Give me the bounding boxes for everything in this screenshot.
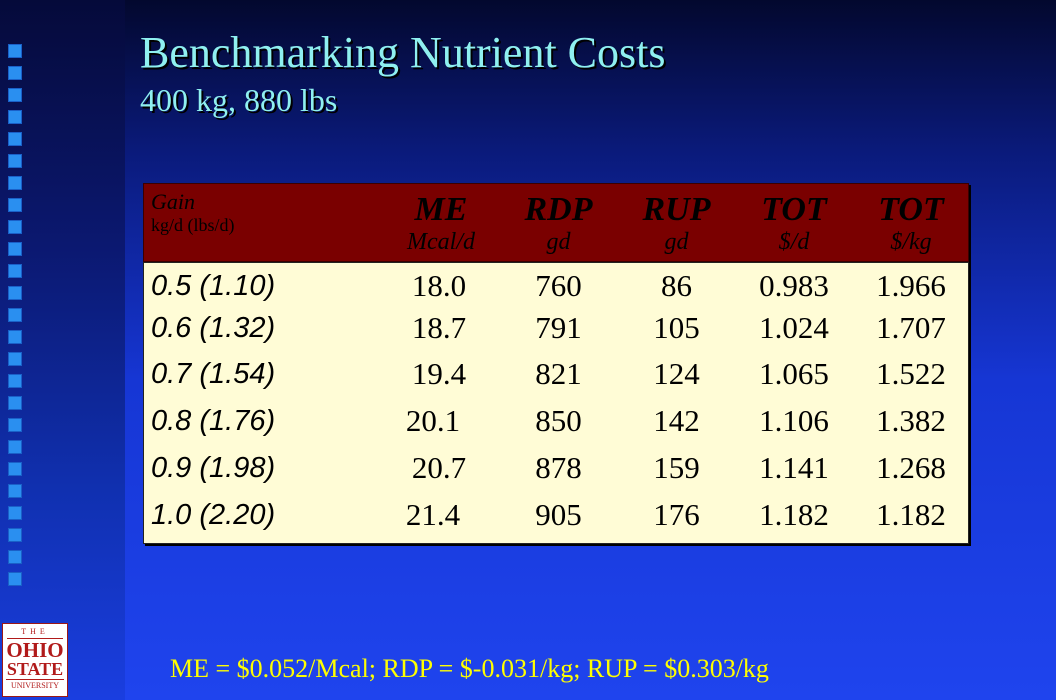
gain-cell: 0.5 (1.10)	[151, 270, 276, 302]
square-icon	[8, 132, 22, 146]
rup-header-label: RUP	[642, 191, 711, 228]
square-icon	[8, 528, 22, 542]
square-icon	[8, 264, 22, 278]
tot-per-day-header-label: TOT	[761, 191, 827, 228]
ohio-state-logo: THE OHIO STATE UNIVERSITY	[2, 623, 68, 697]
square-icon	[8, 506, 22, 520]
rup-cell: 176	[653, 497, 700, 532]
table-row: 0.6 (1.32) 18.7 791 105 1.024 1.707	[144, 305, 970, 351]
rup-header-unit: gd	[664, 229, 689, 255]
me-cell: 21.4	[405, 497, 461, 532]
tot-per-day-cell: 1.141	[759, 450, 829, 485]
gain-cell: 1.0 (2.20)	[151, 499, 276, 531]
square-icon	[8, 154, 22, 168]
rdp-cell: 850	[535, 403, 582, 438]
table-row: 0.7 (1.54) 19.4 821 124 1.065 1.522	[144, 351, 970, 397]
logo-ohio: OHIO	[6, 638, 64, 662]
rup-column-header: RUP gd	[619, 192, 734, 256]
table-body: 0.5 (1.10) 18.0 760 86 0.983 1.966 0.6 (…	[143, 262, 969, 544]
square-icon	[8, 110, 22, 124]
square-icon	[8, 286, 22, 300]
rdp-cell: 878	[535, 450, 582, 485]
gain-header-label: Gain	[151, 189, 195, 214]
tot-per-day-cell: 1.065	[759, 356, 829, 391]
square-icon	[8, 330, 22, 344]
square-icon	[8, 572, 22, 586]
rup-cell: 86	[661, 268, 692, 303]
rup-cell: 105	[653, 310, 700, 345]
tot-per-day-cell: 1.182	[759, 497, 829, 532]
gain-cell: 0.8 (1.76)	[151, 405, 276, 437]
logo-the: THE	[7, 626, 63, 639]
me-cell: 18.7	[411, 310, 467, 345]
tot-per-kg-cell: 1.182	[876, 497, 946, 532]
me-cell: 20.7	[411, 450, 467, 485]
nutrient-cost-table: Gain kg/d (lbs/d) ME Mcal/d RDP gd RUP g…	[143, 183, 969, 544]
tot-per-kg-cell: 1.382	[876, 403, 946, 438]
logo-state: STATE	[6, 659, 64, 679]
rdp-column-header: RDP gd	[501, 192, 616, 256]
square-icon	[8, 462, 22, 476]
tot-per-kg-header-unit: $/kg	[890, 229, 932, 255]
square-icon	[8, 550, 22, 564]
square-icon	[8, 66, 22, 80]
rup-cell: 124	[653, 356, 700, 391]
tot-per-kg-header-label: TOT	[878, 191, 944, 228]
gain-header-unit: kg/d (lbs/d)	[151, 215, 235, 235]
rdp-header-label: RDP	[524, 191, 593, 228]
rdp-header-unit: gd	[546, 229, 571, 255]
tot-per-kg-cell: 1.268	[876, 450, 946, 485]
rdp-cell: 905	[535, 497, 582, 532]
tot-per-kg-cell: 1.707	[876, 310, 946, 345]
decorative-squares	[8, 44, 28, 594]
square-icon	[8, 484, 22, 498]
gain-cell: 0.9 (1.98)	[151, 452, 276, 484]
square-icon	[8, 242, 22, 256]
tot-per-day-cell: 0.983	[759, 268, 829, 303]
square-icon	[8, 44, 22, 58]
square-icon	[8, 418, 22, 432]
gain-cell: 0.7 (1.54)	[151, 358, 276, 390]
rdp-cell: 821	[535, 356, 582, 391]
slide-title: Benchmarking Nutrient Costs	[140, 28, 666, 77]
gain-column-header: Gain kg/d (lbs/d)	[151, 190, 235, 236]
tot-per-kg-cell: 1.522	[876, 356, 946, 391]
square-icon	[8, 198, 22, 212]
square-icon	[8, 396, 22, 410]
tot-per-day-column-header: TOT $/d	[739, 192, 849, 256]
tot-per-day-cell: 1.106	[759, 403, 829, 438]
table-row: 1.0 (2.20) 21.4 905 176 1.182 1.182	[144, 492, 970, 538]
tot-per-kg-cell: 1.966	[876, 268, 946, 303]
square-icon	[8, 88, 22, 102]
nutrient-price-footnote: ME = $0.052/Mcal; RDP = $-0.031/kg; RUP …	[170, 654, 769, 683]
square-icon	[8, 176, 22, 190]
slide-subtitle: 400 kg, 880 lbs	[140, 82, 338, 118]
me-header-unit: Mcal/d	[407, 229, 475, 255]
me-column-header: ME Mcal/d	[376, 192, 506, 256]
logo-university: UNIVERSITY	[6, 679, 64, 692]
gain-cell: 0.6 (1.32)	[151, 312, 276, 344]
table-header: Gain kg/d (lbs/d) ME Mcal/d RDP gd RUP g…	[143, 183, 969, 262]
square-icon	[8, 308, 22, 322]
slide-title-block: Benchmarking Nutrient Costs 400 kg, 880 …	[140, 28, 1020, 118]
square-icon	[8, 352, 22, 366]
rdp-cell: 791	[535, 310, 582, 345]
tot-per-day-cell: 1.024	[759, 310, 829, 345]
square-icon	[8, 374, 22, 388]
table-row: 0.5 (1.10) 18.0 760 86 0.983 1.966	[144, 263, 970, 309]
me-header-label: ME	[414, 191, 468, 228]
rup-cell: 159	[653, 450, 700, 485]
rdp-cell: 760	[535, 268, 582, 303]
tot-per-kg-column-header: TOT $/kg	[856, 192, 966, 256]
square-icon	[8, 220, 22, 234]
rup-cell: 142	[653, 403, 700, 438]
table-row: 0.9 (1.98) 20.7 878 159 1.141 1.268	[144, 445, 970, 491]
table-row: 0.8 (1.76) 20.1 850 142 1.106 1.382	[144, 398, 970, 444]
me-cell: 20.1	[405, 403, 461, 438]
me-cell: 18.0	[411, 268, 467, 303]
me-cell: 19.4	[411, 356, 467, 391]
square-icon	[8, 440, 22, 454]
tot-per-day-header-unit: $/d	[778, 229, 810, 255]
